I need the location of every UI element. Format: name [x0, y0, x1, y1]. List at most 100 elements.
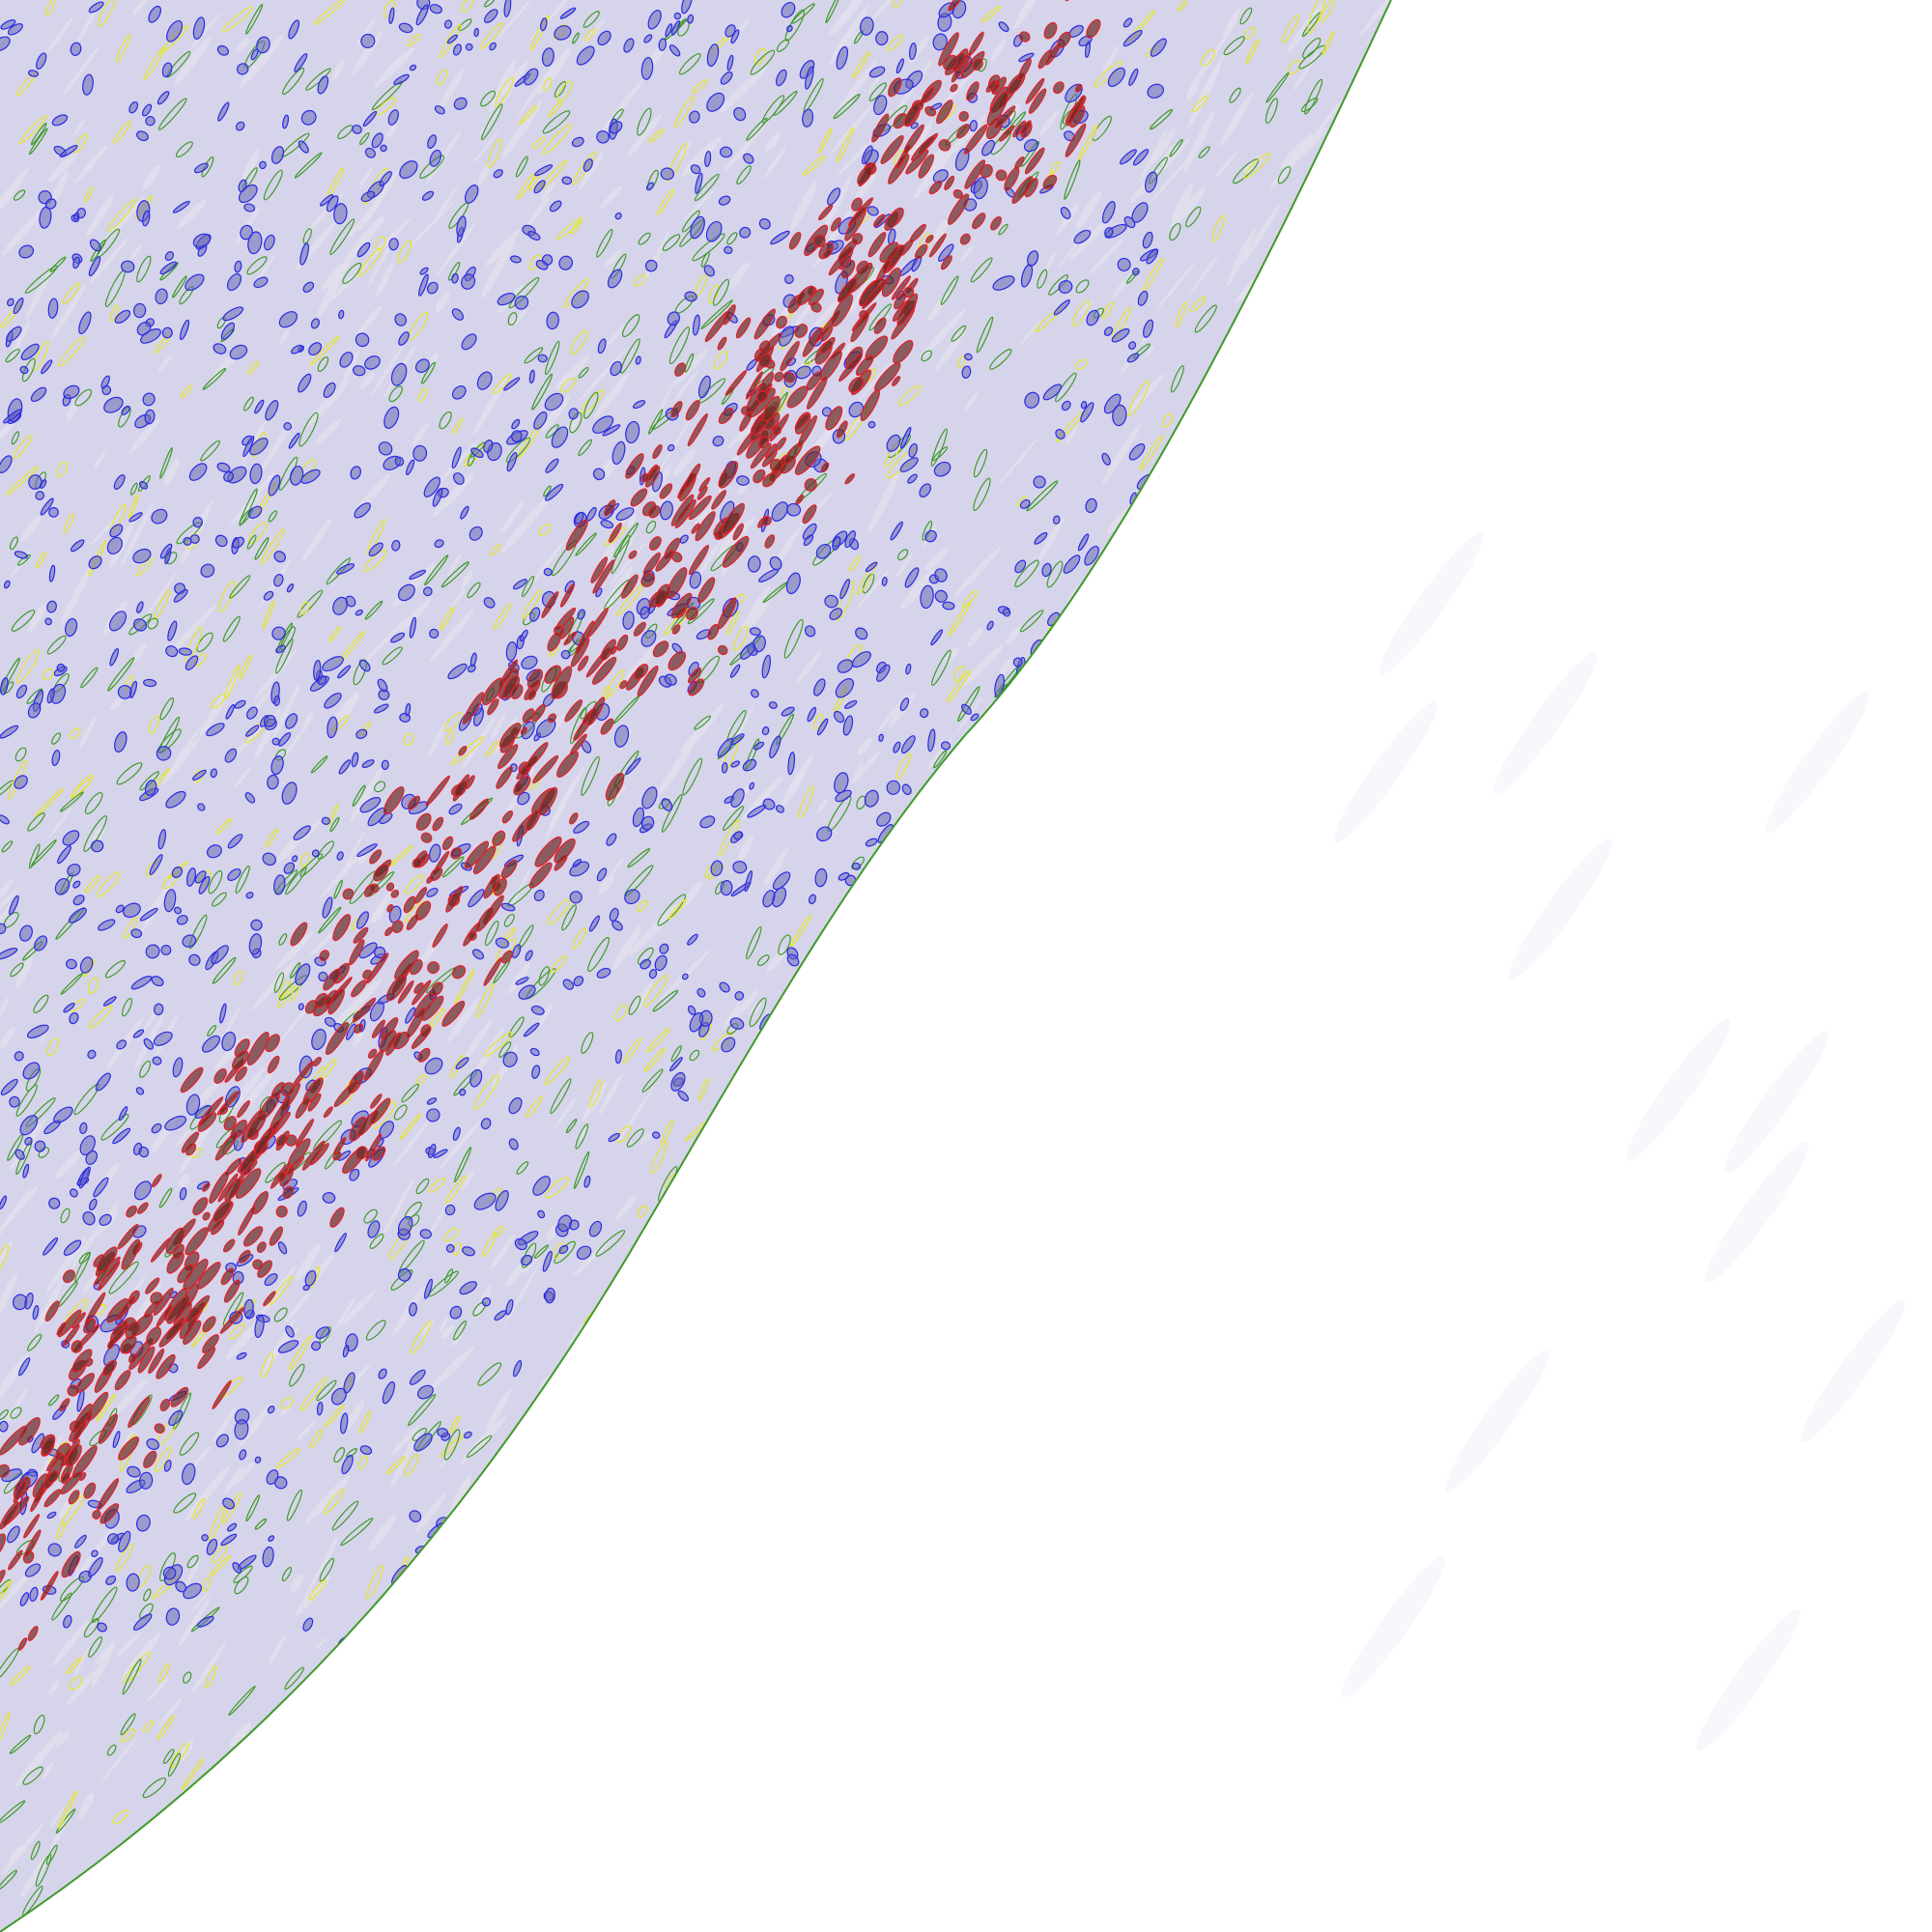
cell-blob: [0, 878, 14, 909]
cell-blob: [964, 353, 973, 361]
cell-blob: [1185, 206, 1202, 228]
cell-blob: [802, 523, 817, 540]
cell-blob: [313, 660, 322, 681]
cell-blob: [867, 420, 876, 429]
cell-blob: [322, 656, 344, 672]
cell-blob: [463, 1018, 493, 1062]
cell-blob: [366, 217, 412, 263]
cell-blob: [661, 793, 683, 833]
cell-blob: [448, 803, 463, 815]
cell-blob: [319, 950, 330, 961]
cell-blob: [18, 114, 47, 145]
cell-blob: [233, 766, 252, 789]
cell-blob: [1068, 217, 1111, 261]
cell-blob: [930, 629, 944, 646]
cell-blob: [1223, 36, 1245, 56]
cell-blob: [185, 655, 199, 670]
cell-blob: [270, 755, 284, 776]
cell-blob: [563, 631, 577, 646]
cell-blob: [178, 647, 192, 656]
cell-blob: [227, 834, 243, 849]
cell-blob: [761, 449, 778, 468]
cell-blob: [403, 895, 416, 914]
cell-blob: [419, 267, 429, 275]
cell-blob: [1301, 12, 1321, 38]
cell-blob: [795, 495, 805, 505]
cell-blob: [706, 92, 725, 112]
cell-blob: [781, 706, 795, 717]
cell-blob: [1104, 227, 1114, 238]
cell-blob: [628, 995, 641, 1015]
cell-blob: [1042, 384, 1063, 401]
cell-blob: [242, 1160, 258, 1177]
cell-blob: [1132, 149, 1150, 166]
cell-blob: [723, 1001, 741, 1030]
cell-blob: [98, 1413, 118, 1444]
cell-blob: [43, 1236, 59, 1256]
cell-blob: [308, 342, 323, 356]
cell-blob: [672, 448, 696, 476]
cell-blob: [732, 861, 748, 874]
cell-blob: [359, 372, 376, 389]
cell-blob: [79, 1135, 96, 1156]
cell-blob: [600, 520, 614, 529]
cell-blob: [895, 58, 904, 74]
cell-blob: [315, 418, 342, 445]
cell-blob: [1027, 250, 1039, 267]
cell-blob: [157, 1662, 170, 1684]
cell-blob: [412, 422, 429, 446]
cell-blob: [518, 105, 538, 126]
cell-blob: [561, 904, 577, 931]
cell-blob: [1, 1468, 22, 1483]
cell-blob: [1122, 29, 1143, 47]
cell-blob: [364, 355, 381, 370]
cell-blob: [185, 626, 203, 663]
cell-blob: [405, 459, 415, 476]
cell-blob: [130, 928, 143, 939]
cell-blob: [897, 384, 922, 407]
cell-blob: [998, 438, 1038, 486]
cell-blob: [592, 559, 615, 594]
cell-blob: [427, 1144, 437, 1158]
cell-blob: [517, 791, 530, 806]
cell-blob: [746, 925, 762, 960]
cell-blob: [682, 757, 703, 796]
cell-blob: [545, 424, 559, 439]
cell-blob: [1177, 0, 1187, 12]
cell-blob: [0, 1533, 7, 1560]
cell-blob: [1211, 214, 1225, 242]
cell-blob: [232, 1050, 249, 1070]
cell-blob: [697, 375, 711, 399]
cell-blob: [1281, 14, 1300, 43]
cell-blob: [919, 483, 932, 498]
cell-blob: [337, 1150, 352, 1161]
cell-blob: [1147, 83, 1164, 99]
cell-blob: [807, 706, 817, 723]
cell-blob: [637, 665, 659, 697]
cell-blob: [1057, 31, 1071, 48]
cell-blob: [362, 110, 378, 128]
cell-blob: [948, 601, 971, 637]
cell-blob: [466, 1435, 493, 1459]
cell-blob: [786, 502, 802, 517]
cell-blob: [352, 365, 366, 377]
cell-blob: [724, 245, 733, 255]
cell-blob: [304, 1475, 351, 1524]
cell-blob: [938, 139, 952, 152]
cell-blob: [0, 898, 16, 934]
cell-blob: [857, 737, 872, 755]
cell-blob: [485, 1388, 512, 1432]
cell-blob: [732, 989, 759, 1019]
cell-blob: [177, 199, 206, 230]
cell-blob: [740, 585, 771, 632]
cell-blob: [961, 590, 978, 609]
cell-blob: [88, 256, 101, 277]
cell-blob: [871, 113, 890, 143]
cell-blob: [639, 606, 650, 619]
cell-blob: [867, 71, 884, 93]
cell-blob: [63, 1614, 72, 1629]
cell-blob: [24, 1563, 42, 1577]
cell-blob: [376, 97, 397, 116]
cell-blob: [670, 20, 681, 36]
cell-blob: [700, 299, 733, 330]
